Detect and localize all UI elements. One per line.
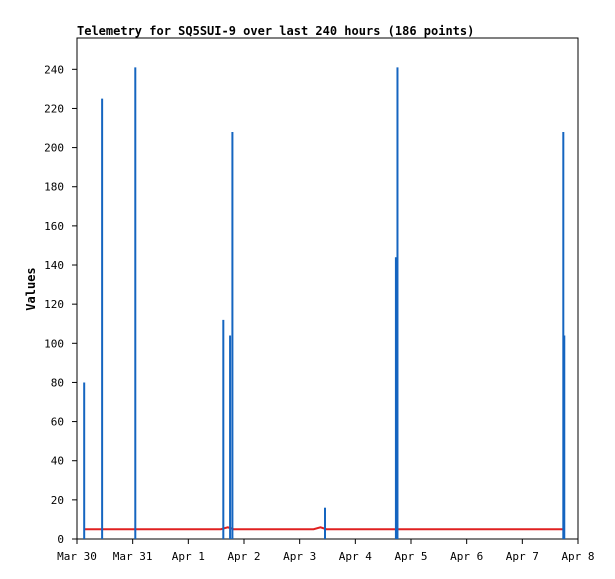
y-tick-label: 40 — [51, 455, 64, 468]
y-tick-label: 160 — [44, 220, 64, 233]
y-tick-label: 20 — [51, 494, 64, 507]
y-axis-label: Values — [24, 267, 38, 310]
y-tick-label: 120 — [44, 298, 64, 311]
y-axis: 0 20 40 60 80 100 120 140 160 180 200 220 240 — [44, 63, 77, 546]
x-axis: Mar 30 Mar 31 Apr 1 Apr 2 Apr 3 Apr 4 Apr 5 Apr… — [57, 539, 595, 563]
x-tick-label: Apr 2 — [227, 550, 260, 563]
y-tick-label: 0 — [57, 533, 64, 546]
x-tick-label: Mar 30 — [57, 550, 97, 563]
x-tick-label: Apr 1 — [172, 550, 205, 563]
y-tick-label: 140 — [44, 259, 64, 272]
x-tick-label: Apr 4 — [339, 550, 372, 563]
y-tick-label: 100 — [44, 337, 64, 350]
x-tick-label: Mar 31 — [113, 550, 153, 563]
y-tick-label: 220 — [44, 102, 64, 115]
x-tick-label: Apr 8 — [561, 550, 594, 563]
x-tick-label: Apr 6 — [450, 550, 483, 563]
x-tick-label: Apr 3 — [283, 550, 316, 563]
y-tick-label: 80 — [51, 376, 64, 389]
y-tick-label: 180 — [44, 181, 64, 194]
x-tick-label: Apr 7 — [506, 550, 539, 563]
y-tick-label: 240 — [44, 63, 64, 76]
y-tick-label: 60 — [51, 416, 64, 429]
plot-area-frame — [76, 37, 579, 540]
chart-title: Telemetry for SQ5SUI-9 over last 240 hou… — [77, 24, 474, 38]
y-tick-label: 200 — [44, 142, 64, 155]
x-tick-label: Apr 5 — [394, 550, 427, 563]
plot-marks — [83, 67, 566, 539]
